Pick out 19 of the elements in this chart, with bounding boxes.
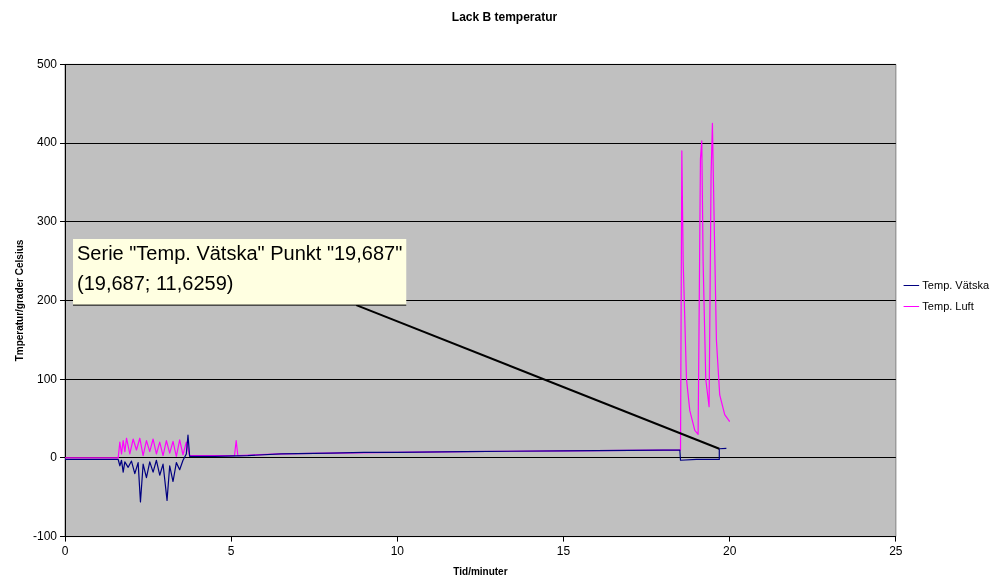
y-tick-label: -100 — [32, 528, 58, 543]
x-tick-label: 5 — [227, 544, 235, 559]
legend-label: Temp. Vätska — [922, 278, 990, 291]
y-tick-label: 100 — [36, 371, 58, 386]
x-tick-label: 10 — [390, 544, 405, 559]
chart-title: Lack B temperatur — [451, 9, 558, 24]
x-tick-label: 0 — [61, 544, 69, 559]
annotation: Serie "Temp. Vätska" Punkt "19,687" (19,687; 11,6259) — [77, 241, 403, 294]
y-tick-label: 300 — [36, 214, 58, 229]
x-tick-label: 15 — [556, 544, 571, 559]
x-tick-label: 25 — [889, 544, 903, 559]
y-tick-label: 500 — [36, 56, 58, 71]
y-tick-label: 200 — [36, 292, 58, 307]
x-tick-label: 20 — [723, 544, 737, 559]
x-axis-title: Tid/minuter — [453, 565, 508, 577]
y-tick-label: 400 — [36, 135, 58, 150]
y-tick-label: 0 — [50, 450, 58, 465]
y-axis-title: Tmperatur/grader Celsius — [13, 239, 25, 362]
legend-label: Temp. Luft — [922, 299, 974, 312]
